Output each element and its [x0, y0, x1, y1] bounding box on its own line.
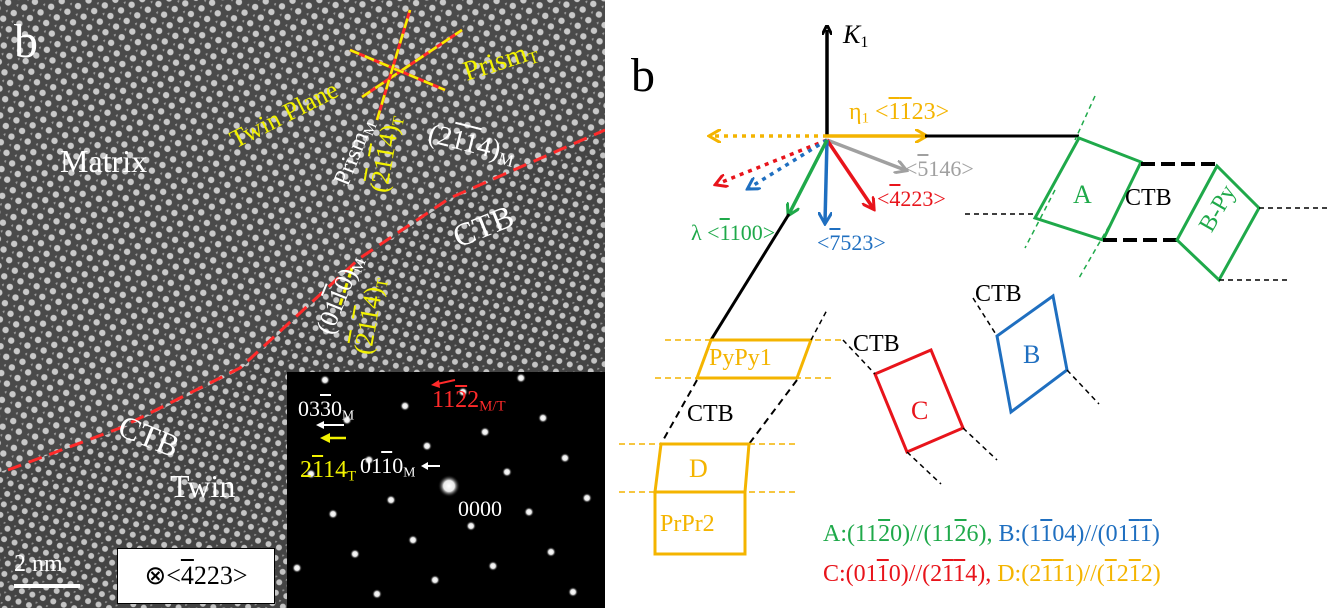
diffraction-spot — [546, 547, 556, 557]
box-a-guide-top — [1074, 95, 1096, 141]
diffraction-spot — [524, 507, 534, 517]
spot-03b30-label: 0330M — [298, 396, 355, 423]
panel-label-left: b — [14, 15, 38, 68]
k1-label: K1 — [843, 20, 869, 52]
box-prpr2-label: PrPr2 — [660, 511, 715, 537]
dir-7523-label: <7523> — [817, 230, 886, 255]
diffraction-spot — [430, 575, 440, 585]
arrow-03b30-head — [316, 421, 324, 429]
arrow-2b114-head — [320, 433, 330, 443]
diffraction-spot — [502, 467, 512, 477]
dir-5146-label: <5146> — [905, 156, 974, 181]
box-c-guide-bottom — [906, 451, 942, 485]
box-a-label: A — [1073, 180, 1092, 209]
box-a-guide-bottom — [1078, 225, 1110, 279]
diffraction-spot — [408, 535, 418, 545]
diffraction-spot — [400, 401, 410, 411]
spot-2b114-label: 2114T — [300, 457, 357, 485]
twin-trace-marker — [338, 267, 354, 306]
twin-label: Twin — [170, 468, 236, 504]
diffraction-spot — [458, 387, 468, 397]
basal-yellow-line — [375, 9, 412, 121]
box-d-label: D — [689, 454, 708, 483]
box-b-label: B — [1023, 340, 1041, 369]
box-c-guide-left — [842, 339, 876, 375]
scale-bar-label: 2 nm — [14, 551, 63, 577]
diffraction-spot — [306, 469, 316, 479]
zone-axis-box: ⊗<4223> — [117, 548, 275, 604]
twin-schematic: b K1 η1 <1123> <5146> <4223> <7523> λ <1… — [605, 0, 1333, 608]
box-b-guide-left — [972, 297, 998, 337]
box-b — [995, 293, 1069, 415]
twin-plane-line-lower — [709, 213, 791, 341]
box-c-label: C — [911, 396, 929, 425]
diffraction-spot — [292, 563, 302, 573]
box-c-guide-right — [962, 427, 998, 461]
diffraction-spot — [488, 561, 498, 571]
diffraction-spot — [350, 549, 360, 559]
diffraction-spot — [582, 493, 592, 503]
diffraction-spot — [568, 587, 578, 597]
spot-11b22-label: 1122M/T — [432, 387, 506, 415]
legend-line-2: C:(0110)//(2114), D:(2111)//(1212) — [823, 561, 1161, 587]
box-prpr2 — [653, 490, 747, 556]
prism-yellow-line — [349, 48, 446, 92]
spot-01b10-label: 0110M — [360, 453, 416, 480]
diffraction-spot — [480, 427, 490, 437]
dir-5146-arrow — [826, 138, 905, 170]
dir-7523-arrow — [825, 139, 827, 222]
ctb-label-a: CTB — [1125, 185, 1172, 211]
box-b-guide-right — [1066, 369, 1100, 405]
red-reverse-arrow — [717, 138, 828, 184]
diffraction-spot — [438, 475, 460, 497]
diffraction-spot — [466, 521, 476, 531]
diffraction-spot — [560, 453, 570, 463]
diffraction-spot — [320, 375, 330, 385]
dir-4223-arrow — [825, 139, 873, 208]
spot-0000-label: 0000 — [458, 496, 502, 521]
dir-4223-label: <4223> — [877, 186, 946, 211]
ctb-boundary-line — [7, 128, 605, 472]
ctb-pypy1-d-right — [748, 379, 798, 445]
zone-axis-label: ⊗<4223> — [144, 561, 248, 590]
eta1-label: η1 <1123> — [849, 99, 950, 127]
panel-label-right: b — [631, 49, 655, 102]
ctb-label-b: CTB — [975, 281, 1022, 307]
lambda-label: λ <1100> — [691, 220, 776, 245]
diffraction-spot — [516, 373, 526, 383]
micrograph-graphics — [0, 0, 605, 608]
schematic-graphics — [619, 0, 1330, 556]
ctb-label-d: CTB — [687, 401, 734, 427]
ctb-pypy1-d-left — [660, 379, 698, 445]
arrow-11b22-head — [431, 380, 440, 388]
diffraction-spot — [538, 413, 548, 423]
hrtem-micrograph: b Matrix Twin CTB CTB Twin Plane PrismM … — [0, 0, 605, 608]
diffraction-spot — [386, 495, 396, 505]
saed-spots — [292, 373, 592, 599]
diffraction-spot — [372, 589, 382, 599]
arrow-11b22 — [436, 379, 456, 385]
twin-plane-yellow-line — [361, 28, 463, 99]
blue-reverse-arrow — [749, 138, 828, 188]
matrix-label: Matrix — [60, 143, 148, 179]
diffraction-spot — [328, 509, 338, 519]
box-a-guide-left — [1024, 189, 1056, 249]
diffraction-spot — [364, 455, 374, 465]
arrow-01b10-head — [421, 462, 428, 470]
box-pypy1-label: PyPy1 — [709, 345, 772, 371]
pypy1-guide-up — [810, 309, 828, 341]
lambda-arrow — [789, 139, 829, 214]
legend-line-1: A:(1120)//(1126), B:(1104)//(0111) — [823, 521, 1160, 547]
diffraction-spot — [342, 415, 352, 425]
diffraction-spot — [422, 441, 432, 451]
ctb-label-c: CTB — [853, 331, 900, 357]
